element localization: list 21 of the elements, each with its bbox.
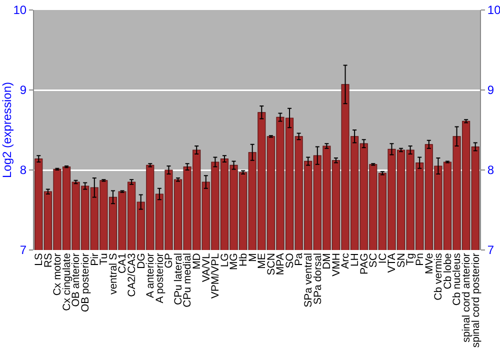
y2-tick-label: 8 — [487, 163, 494, 178]
y2-tick-label: 10 — [487, 3, 500, 18]
x-tick-label: CPu medial — [182, 253, 194, 308]
y-tick-label: 10 — [13, 3, 27, 18]
y-tick-label: 9 — [20, 83, 27, 98]
x-tick-label: Cb lobe — [442, 252, 454, 290]
x-tick-label: Tg — [404, 252, 417, 266]
x-tick-label: Cx cingulate — [60, 252, 73, 311]
x-tick-label: SPa dorsal — [312, 253, 324, 304]
y2-tick-label: 9 — [487, 83, 494, 98]
x-tick-label: M — [246, 253, 259, 262]
x-tick-label: Hb — [237, 252, 250, 267]
x-tick-label: spinal cord posterior — [470, 252, 482, 348]
y-tick-label: 7 — [20, 243, 27, 258]
y-axis-title: Log2 (expression) — [0, 82, 14, 178]
x-tick-label: DG — [135, 253, 148, 269]
x-tick-label: PAG — [358, 253, 370, 275]
x-tick-label: OB anterior — [70, 252, 82, 307]
y2-tick-label: 7 — [487, 243, 494, 258]
x-tick-label: Pa — [293, 252, 306, 266]
y-tick-label: 8 — [20, 163, 27, 178]
